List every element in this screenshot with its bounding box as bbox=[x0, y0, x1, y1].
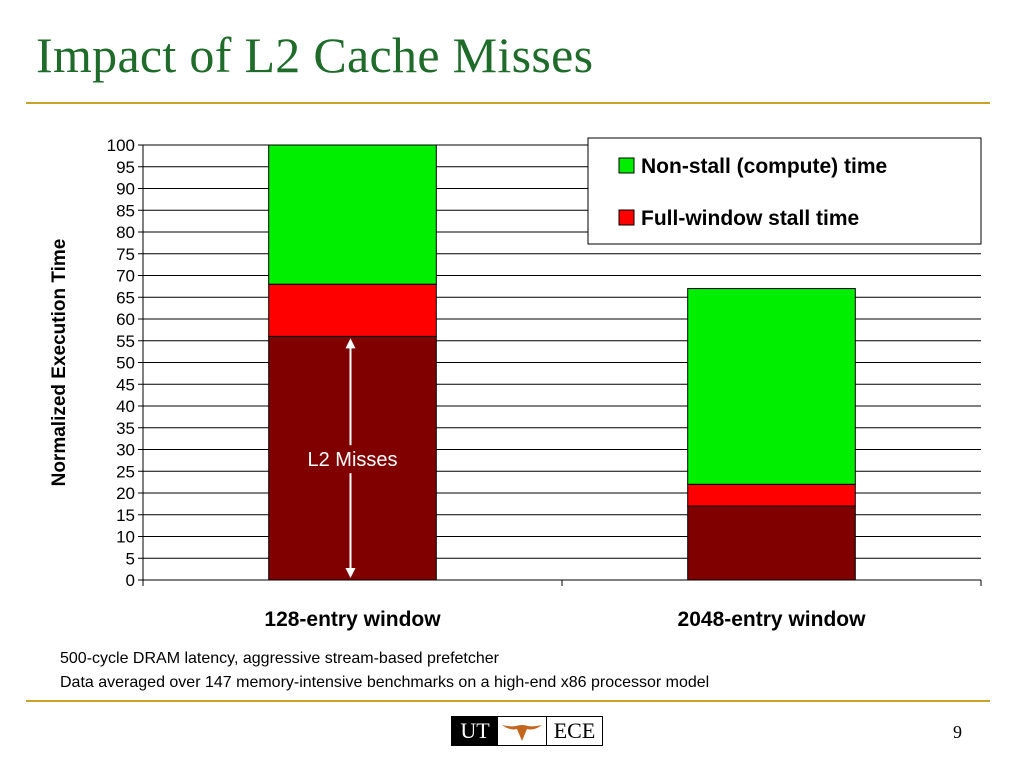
y-axis-title: Normalized Execution Time bbox=[49, 239, 70, 487]
longhorn-icon bbox=[498, 717, 546, 745]
y-tick-label: 35 bbox=[116, 419, 135, 438]
logo-ece-text: ECE bbox=[546, 717, 602, 745]
annotation-label: L2 Misses bbox=[307, 449, 397, 471]
annotation-arrowhead-bottom bbox=[345, 568, 356, 578]
y-tick-label: 40 bbox=[116, 397, 135, 416]
y-tick-label: 45 bbox=[116, 375, 135, 394]
y-tick-label: 70 bbox=[116, 267, 135, 286]
y-tick-label: 15 bbox=[116, 506, 135, 525]
y-tick-label: 75 bbox=[116, 245, 135, 264]
y-tick-label: 10 bbox=[116, 528, 135, 547]
logo-ut-text: UT bbox=[452, 717, 498, 745]
x-category-label: 128-entry window bbox=[264, 608, 441, 631]
y-tick-label: 55 bbox=[116, 332, 135, 351]
legend bbox=[587, 137, 982, 245]
chart: 0 5 10 15 20 25 30 35 40 45 50 55 60 65 70 75 80 85 90 95 10… bbox=[49, 136, 982, 631]
title-divider bbox=[26, 102, 990, 104]
bar-segment bbox=[687, 505, 856, 581]
y-tick-label: 5 bbox=[126, 549, 135, 568]
y-tick-label: 50 bbox=[116, 354, 135, 373]
bar-segment bbox=[268, 283, 437, 337]
legend-swatch bbox=[618, 157, 635, 174]
legend-label: Non-stall (compute) time bbox=[641, 155, 887, 178]
page-number: 9 bbox=[953, 722, 962, 742]
bar-segment bbox=[687, 483, 856, 507]
y-tick-label: 90 bbox=[116, 180, 135, 199]
legend-label: Full-window stall time bbox=[641, 207, 859, 230]
y-tick-label: 80 bbox=[116, 223, 135, 242]
bar-segment bbox=[268, 144, 437, 285]
footer-divider bbox=[26, 700, 990, 702]
annotation-arrowhead-top bbox=[345, 338, 356, 349]
annotation-label-bg bbox=[298, 445, 403, 474]
y-tick-label: 95 bbox=[116, 158, 135, 177]
y-tick-label: 0 bbox=[126, 571, 135, 590]
bar-segment bbox=[687, 288, 856, 485]
y-tick-label: 30 bbox=[116, 441, 135, 460]
footnote-benchmarks: Data averaged over 147 memory-intensive … bbox=[60, 674, 710, 691]
legend-swatch bbox=[618, 209, 635, 226]
ut-ece-logo: UT ECE bbox=[451, 716, 603, 746]
x-category-label: 2048-entry window bbox=[678, 608, 867, 631]
slide-title: Impact of L2 Cache Misses bbox=[36, 27, 594, 83]
y-tick-label: 20 bbox=[116, 484, 135, 503]
y-tick-label: 100 bbox=[107, 136, 135, 155]
footnote-latency: 500-cycle DRAM latency, aggressive strea… bbox=[60, 650, 499, 667]
y-tick-label: 65 bbox=[116, 288, 135, 307]
y-tick-label: 25 bbox=[116, 462, 135, 481]
y-tick-label: 60 bbox=[116, 310, 135, 329]
y-tick-label: 85 bbox=[116, 201, 135, 220]
